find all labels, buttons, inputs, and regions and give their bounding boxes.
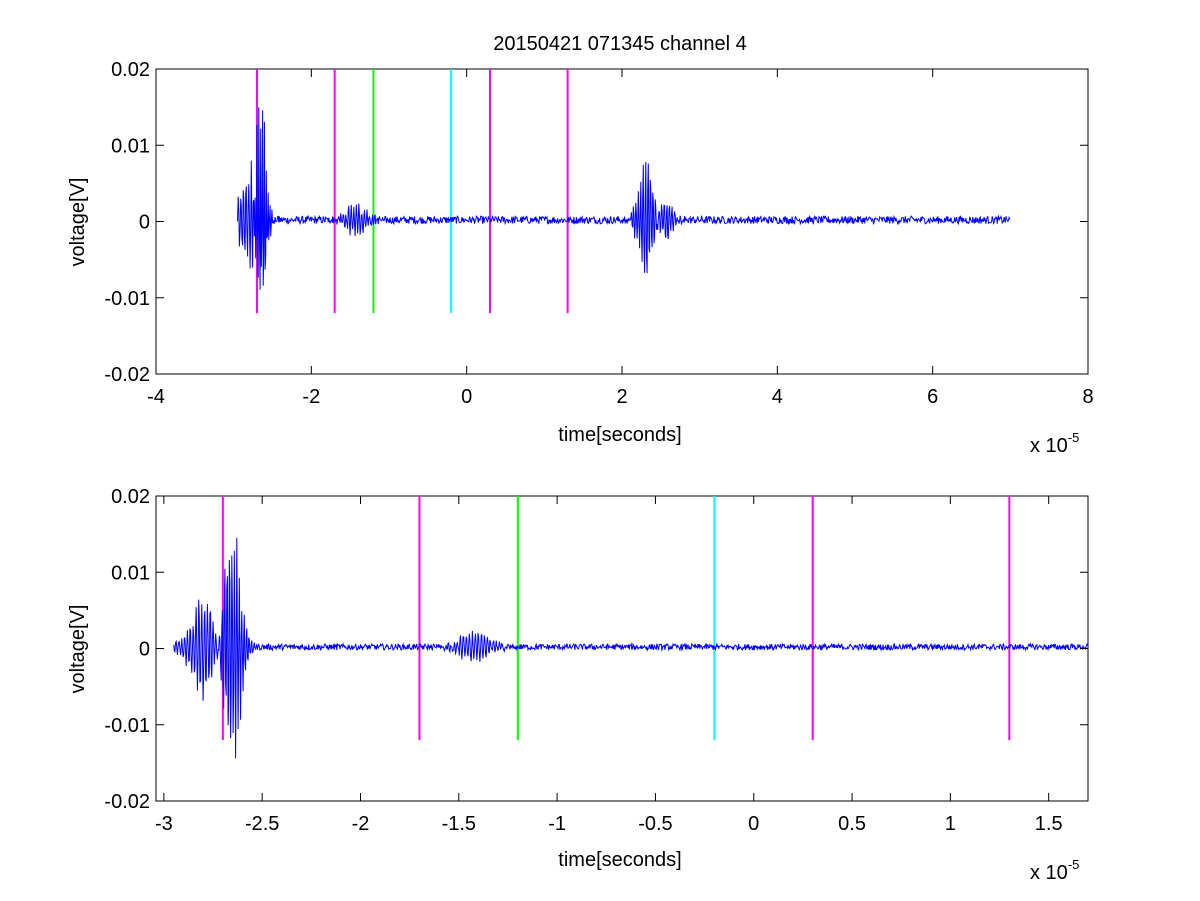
- bottom-plot-xtick-label: -1: [548, 813, 566, 835]
- top-plot-x-exponent: x 10-5: [1030, 430, 1079, 457]
- top-plot-ylabel: voltage[V]: [67, 178, 89, 267]
- bottom-plot-ytick-label: 0.02: [111, 486, 150, 508]
- top-plot-ytick-label: 0.01: [111, 135, 150, 157]
- bottom-plot-ticks: -3 -2.5 -2 -1.5 -1 -0.5 0 0.5 1 1.5 0.02 0.01 0 -0.01…: [104, 486, 1088, 835]
- top-plot-x-exponent-base: x 10: [1030, 435, 1068, 457]
- bottom-plot-x-exponent: x 10-5: [1030, 857, 1079, 884]
- bottom-plot-xtick-label: -3: [155, 813, 173, 835]
- bottom-plot-xtick-label: 0: [748, 813, 759, 835]
- top-plot-series: [237, 107, 1011, 290]
- top-plot-xtick-label: 0: [461, 386, 472, 408]
- bottom-plot-xlabel: time[seconds]: [558, 849, 681, 871]
- bottom-plot-series: [173, 537, 1089, 759]
- top-plot-ytick-label: -0.02: [104, 364, 150, 386]
- bottom-plot-xtick-label: 1: [945, 813, 956, 835]
- top-plot-xlabel: time[seconds]: [558, 424, 681, 446]
- top-plot-ytick-label: 0.02: [111, 59, 150, 81]
- bottom-plot-xtick-label: 1.5: [1035, 813, 1063, 835]
- top-plot-xtick-label: 6: [927, 386, 938, 408]
- top-plot-markers: [255, 69, 569, 313]
- bottom-plot: -3 -2.5 -2 -1.5 -1 -0.5 0 0.5 1 1.5 0.02 0.01 0 -0.01…: [67, 486, 1089, 884]
- top-plot-xtick-label: -2: [302, 386, 320, 408]
- top-plot-ytick-label: -0.01: [104, 288, 150, 310]
- top-plot-ticks: -4 -2 0 2 4 6 8 0.02 0.01 0 -0.01 -0.02: [104, 59, 1093, 408]
- bottom-plot-markers: [221, 496, 1011, 740]
- top-plot-x-exponent-power: -5: [1068, 430, 1080, 445]
- bottom-plot-ytick-label: 0: [139, 639, 150, 661]
- bottom-plot-x-exponent-base: x 10: [1030, 862, 1068, 884]
- top-plot-ytick-label: 0: [139, 212, 150, 234]
- bottom-plot-xtick-label: -0.5: [638, 813, 672, 835]
- bottom-plot-xtick-label: -2.5: [245, 813, 279, 835]
- bottom-plot-ytick-label: 0.01: [111, 562, 150, 584]
- bottom-plot-ytick-label: -0.02: [104, 791, 150, 813]
- figure-title: 20150421 071345 channel 4: [493, 33, 747, 55]
- bottom-plot-ylabel: voltage[V]: [67, 605, 89, 694]
- top-plot-xtick-label: -4: [147, 386, 165, 408]
- top-plot-xtick-label: 8: [1082, 386, 1093, 408]
- bottom-plot-signal-line: [173, 537, 1089, 759]
- bottom-plot-xtick-label: -2: [352, 813, 370, 835]
- top-plot-xtick-label: 4: [772, 386, 783, 408]
- top-plot: -4 -2 0 2 4 6 8 0.02 0.01 0 -0.01 -0.02 time[second…: [67, 59, 1094, 457]
- top-plot-signal-line: [237, 107, 1011, 290]
- top-plot-xtick-label: 2: [616, 386, 627, 408]
- bottom-plot-xtick-label: 0.5: [838, 813, 866, 835]
- bottom-plot-ytick-label: -0.01: [104, 715, 150, 737]
- bottom-plot-x-exponent-power: -5: [1068, 857, 1080, 872]
- bottom-plot-xtick-label: -1.5: [442, 813, 476, 835]
